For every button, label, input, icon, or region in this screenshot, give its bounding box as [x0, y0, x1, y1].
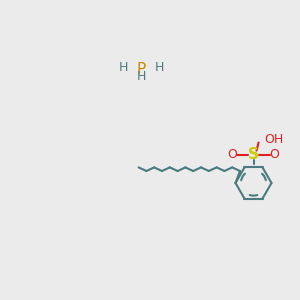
Text: H: H	[154, 61, 164, 74]
Text: S: S	[248, 147, 259, 162]
Text: P: P	[136, 61, 146, 76]
Text: OH: OH	[264, 133, 283, 146]
Text: O: O	[270, 148, 279, 161]
Text: H: H	[136, 70, 146, 83]
Text: O: O	[228, 148, 237, 161]
Text: H: H	[118, 61, 128, 74]
